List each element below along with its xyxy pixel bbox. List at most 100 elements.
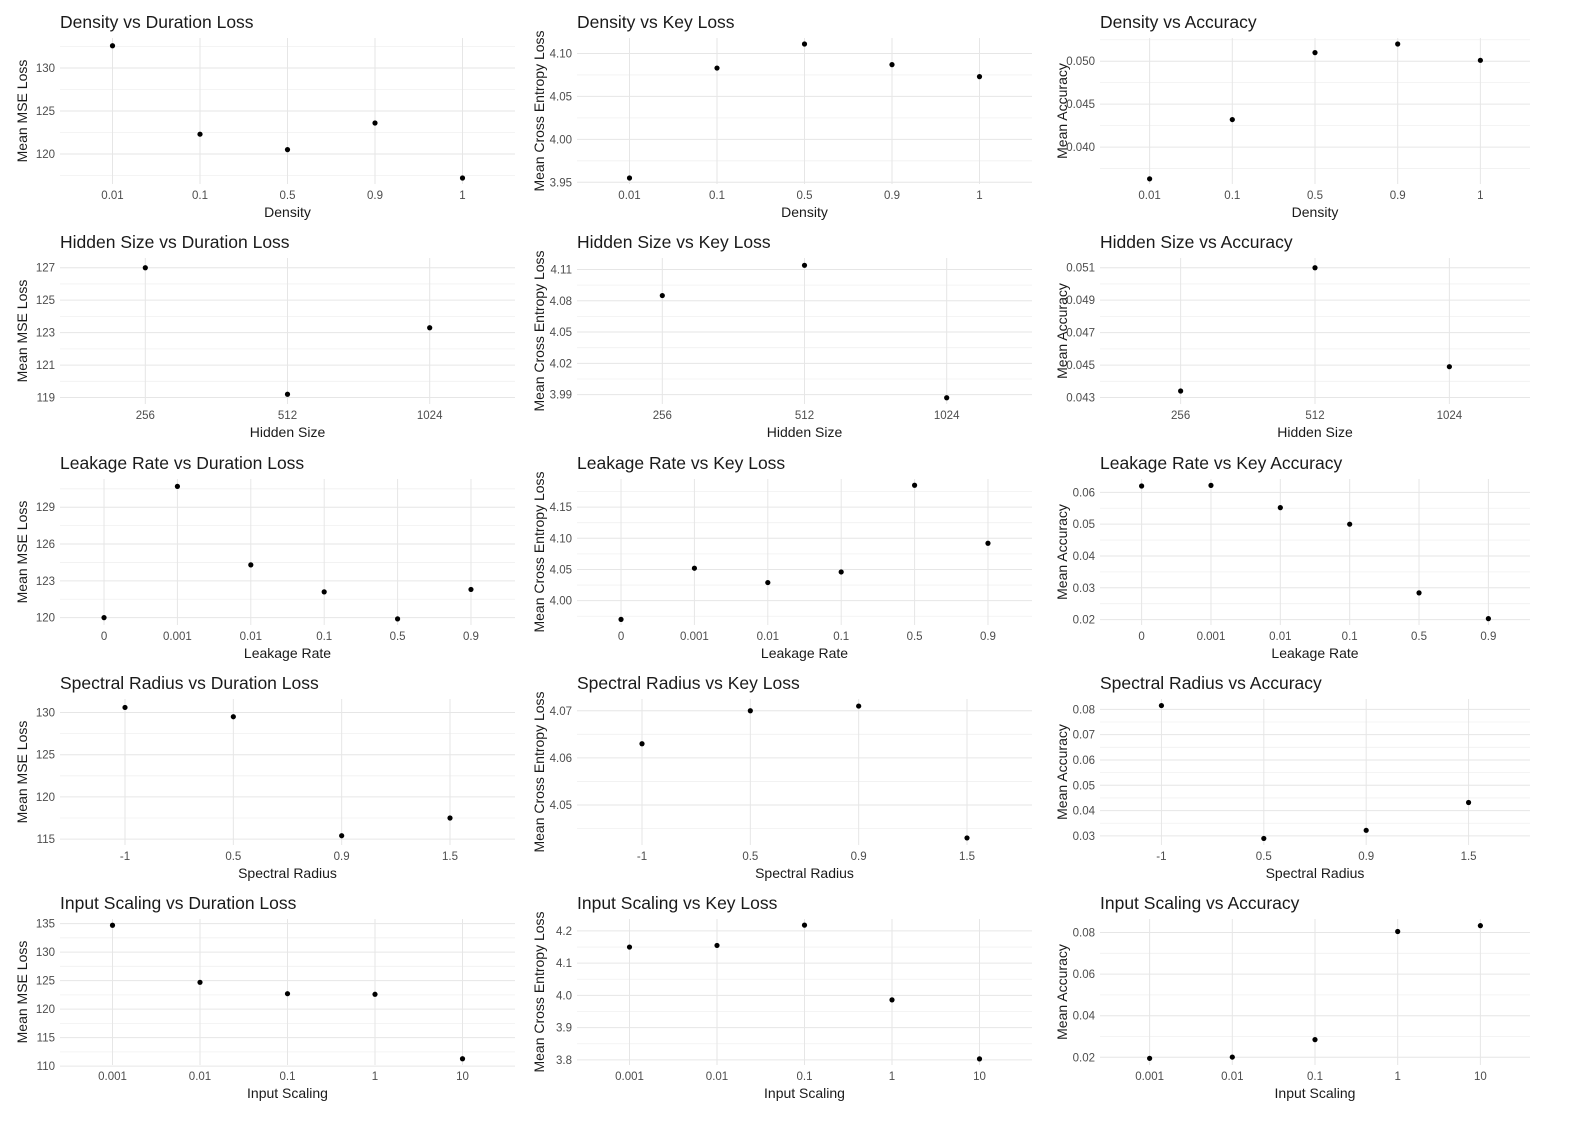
y-axis-label: Mean MSE Loss: [14, 280, 30, 383]
y-axis-label: Mean MSE Loss: [14, 941, 30, 1044]
y-tick-label: 0.050: [1066, 56, 1095, 68]
data-point: [197, 979, 203, 985]
x-axis-label: Input Scaling: [247, 1085, 328, 1101]
y-tick-label: 130: [36, 63, 55, 75]
y-tick-label: 0.08: [1073, 704, 1095, 716]
chart-title: Input Scaling vs Key Loss: [577, 893, 778, 913]
y-tick-label: 3.95: [550, 177, 572, 189]
y-tick-label: 3.99: [550, 390, 572, 402]
y-tick-label: 4.05: [550, 327, 572, 339]
y-axis-label: Mean Cross Entropy Loss: [531, 691, 547, 852]
data-point: [856, 703, 862, 709]
data-point: [101, 615, 107, 621]
y-tick-label: 0.02: [1073, 615, 1095, 627]
data-point: [1261, 835, 1267, 842]
x-tick-label: 256: [653, 410, 672, 422]
data-point: [976, 1056, 983, 1062]
x-tick-label: 0.1: [1224, 190, 1240, 202]
x-tick-label: 0.001: [98, 1071, 127, 1083]
data-point: [1139, 483, 1145, 489]
x-tick-label: -1: [637, 851, 647, 863]
y-axis-label: Mean Cross Entropy Loss: [531, 911, 547, 1072]
data-point: [618, 616, 624, 622]
chart-panel-12: 0.03 0.04 0.05 0.06 0.07 0.08 -1 0.5 0.9 1.5 Spect…: [1054, 673, 1530, 881]
data-point: [321, 589, 327, 595]
data-point: [1485, 616, 1491, 622]
data-point: [142, 265, 148, 271]
y-tick-label: 0.043: [1066, 393, 1095, 405]
data-point: [639, 741, 645, 747]
data-point: [714, 942, 720, 949]
data-point: [1277, 505, 1283, 511]
data-point: [230, 714, 236, 720]
data-point: [801, 41, 808, 47]
y-axis-label: Mean Cross Entropy Loss: [531, 471, 547, 632]
y-tick-label: 0.049: [1066, 295, 1095, 307]
y-axis-label: Mean Accuracy: [1054, 724, 1070, 820]
x-tick-label: 1: [1394, 1071, 1400, 1083]
x-axis-label: Density: [1292, 204, 1339, 220]
chart-title: Hidden Size vs Duration Loss: [60, 232, 290, 252]
y-tick-label: 4.02: [550, 358, 572, 370]
data-point: [889, 62, 895, 68]
y-axis-label: Mean Accuracy: [1054, 63, 1070, 159]
x-tick-label: 0.9: [367, 190, 383, 202]
chart-panel-4: 119 121 123 125 127 256 512 1024 Hidden Size vs …: [14, 232, 515, 440]
chart-title: Density vs Duration Loss: [60, 12, 254, 32]
y-tick-label: 120: [36, 149, 55, 161]
x-tick-label: 1: [976, 190, 982, 202]
data-point: [1347, 521, 1353, 527]
y-tick-label: 123: [36, 328, 55, 340]
data-point: [626, 175, 633, 181]
x-axis-label: Density: [781, 204, 828, 220]
data-point: [109, 43, 116, 49]
chart-title: Hidden Size vs Accuracy: [1100, 232, 1293, 252]
y-tick-label: 4.0: [556, 990, 572, 1002]
chart-panel-14: 3.8 3.9 4.0 4.1 4.2 0.001 0.01 0.1 1 10 Input Scal…: [531, 893, 1032, 1101]
data-point: [1312, 50, 1318, 56]
data-point: [339, 833, 345, 839]
x-tick-label: 256: [1171, 410, 1190, 422]
x-tick-label: 0.9: [884, 190, 900, 202]
chart-panel-15: 0.02 0.04 0.06 0.08 0.001 0.01 0.1 1 10 Input Sca…: [1054, 893, 1530, 1101]
x-tick-label: 0.5: [280, 190, 296, 202]
chart-title: Hidden Size vs Key Loss: [577, 232, 771, 252]
x-tick-label: 0.01: [189, 1071, 211, 1083]
chart-panel-3: 0.040 0.045 0.050 0.01 0.1 0.5 0.9 1 Density vs …: [1054, 12, 1530, 220]
x-tick-label: 0.5: [742, 851, 758, 863]
x-tick-label: 0.1: [1342, 631, 1358, 643]
x-tick-label: -1: [120, 851, 130, 863]
x-tick-label: 0.5: [1411, 631, 1427, 643]
y-tick-label: 4.06: [550, 753, 572, 765]
x-axis-label: Input Scaling: [764, 1085, 845, 1101]
chart-panel-6: 0.043 0.045 0.047 0.049 0.051 256 512 1024 Hidde…: [1054, 232, 1530, 440]
x-tick-label: 1: [1477, 190, 1483, 202]
y-tick-label: 125: [36, 106, 55, 118]
data-point: [1477, 923, 1483, 929]
data-point: [447, 815, 453, 821]
y-tick-label: 0.06: [1073, 755, 1095, 767]
data-point: [1312, 1037, 1318, 1043]
x-axis-label: Leakage Rate: [761, 645, 848, 661]
x-tick-label: 0.01: [618, 190, 640, 202]
data-point: [1416, 590, 1422, 596]
chart-panel-11: 4.05 4.06 4.07 -1 0.5 0.9 1.5 Spectral Radius v…: [531, 673, 1032, 881]
y-tick-label: 115: [37, 1033, 55, 1045]
data-point: [372, 120, 378, 126]
x-axis-label: Input Scaling: [1275, 1085, 1356, 1101]
y-tick-label: 0.047: [1066, 328, 1095, 340]
y-tick-label: 0.07: [1073, 730, 1095, 742]
y-tick-label: 0.03: [1073, 831, 1095, 843]
x-tick-label: 0.01: [240, 631, 262, 643]
y-tick-label: 0.045: [1066, 360, 1095, 372]
data-point: [765, 579, 771, 586]
y-tick-label: 125: [36, 976, 55, 988]
x-axis-label: Spectral Radius: [238, 865, 337, 881]
data-point: [284, 991, 291, 997]
chart-title: Leakage Rate vs Key Loss: [577, 453, 785, 473]
y-tick-label: 4.05: [550, 564, 572, 576]
data-point: [372, 991, 378, 997]
x-axis-label: Spectral Radius: [1266, 865, 1365, 881]
x-tick-label: 0.1: [280, 1071, 296, 1083]
y-tick-label: 0.04: [1073, 806, 1096, 818]
